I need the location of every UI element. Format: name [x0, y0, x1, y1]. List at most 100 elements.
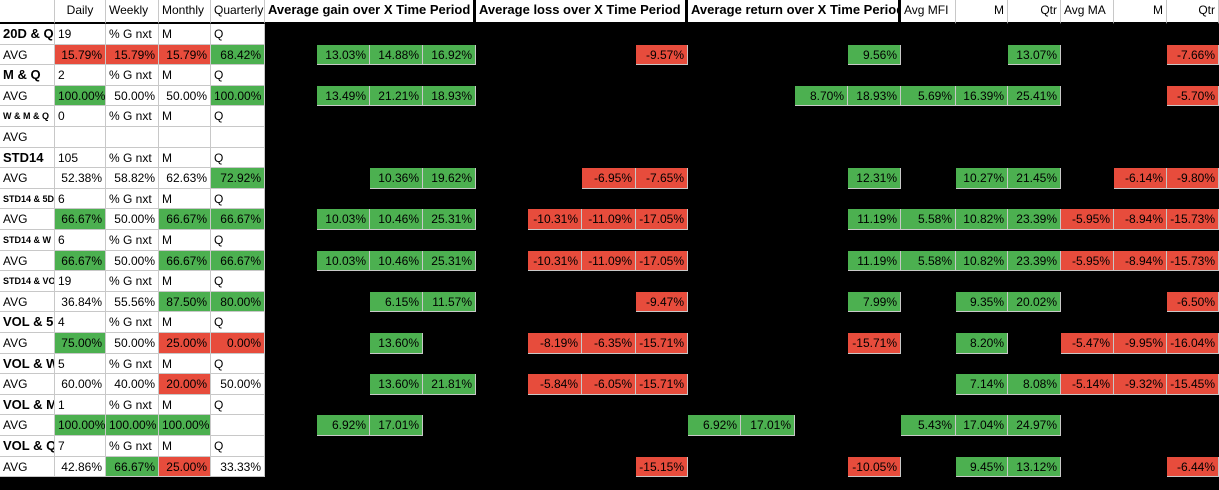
ret-cell[interactable]: 7.99% — [848, 291, 901, 313]
loss-cell[interactable]: -10.31% — [528, 250, 582, 272]
loss-cell[interactable]: -15.71% — [636, 374, 688, 395]
subheader-cell[interactable]: % G nxt — [106, 106, 159, 127]
avg-cell[interactable]: 100.00% — [55, 415, 106, 436]
mfi-cell[interactable]: 8.20% — [956, 333, 1008, 354]
column-header[interactable]: Qtr — [1167, 0, 1219, 24]
subheader-cell[interactable]: M — [159, 24, 211, 45]
avg-cell[interactable]: 36.84% — [55, 291, 106, 313]
subheader-cell[interactable]: % G nxt — [106, 271, 159, 292]
avg-cell[interactable] — [106, 127, 159, 148]
mfi-cell[interactable]: 13.12% — [1008, 456, 1061, 478]
column-header[interactable]: Daily — [55, 0, 106, 24]
column-header[interactable]: Avg MFI — [901, 0, 956, 24]
gain-cell[interactable]: 14.88% — [370, 44, 423, 66]
group-label[interactable]: W & M & Q — [0, 106, 55, 127]
avg-cell[interactable]: 15.79% — [55, 44, 106, 66]
subheader-cell[interactable]: Q — [211, 24, 265, 45]
ma-cell[interactable]: -8.94% — [1114, 209, 1167, 230]
column-header[interactable] — [0, 0, 55, 24]
group-label[interactable]: STD14 & W — [0, 230, 55, 251]
avg-cell[interactable]: 20.00% — [159, 374, 211, 395]
loss-cell[interactable]: -6.35% — [582, 333, 636, 354]
column-header[interactable]: Qtr — [1008, 0, 1061, 24]
count-cell[interactable]: 19 — [55, 271, 106, 292]
group-label[interactable]: 20D & Q — [0, 24, 55, 45]
subheader-cell[interactable]: Q — [211, 312, 265, 333]
avg-cell[interactable]: 66.67% — [106, 456, 159, 478]
avg-cell[interactable]: 0.00% — [211, 333, 265, 354]
avg-cell[interactable]: 87.50% — [159, 291, 211, 313]
mfi-cell[interactable]: 10.82% — [956, 209, 1008, 230]
gain-cell[interactable]: 13.03% — [317, 44, 370, 66]
avg-label[interactable]: AVG — [0, 250, 55, 272]
group-label[interactable]: VOL & W — [0, 353, 55, 375]
mfi-cell[interactable]: 5.58% — [901, 250, 956, 272]
ma-cell[interactable]: -6.50% — [1167, 291, 1219, 313]
ret-cell[interactable]: 17.01% — [741, 415, 795, 436]
avg-cell[interactable]: 58.82% — [106, 168, 159, 189]
mfi-cell[interactable]: 21.45% — [1008, 168, 1061, 189]
subheader-cell[interactable]: M — [159, 271, 211, 292]
column-header[interactable]: Average gain over X Time Period — [265, 0, 476, 24]
subheader-cell[interactable]: M — [159, 147, 211, 169]
count-cell[interactable]: 4 — [55, 312, 106, 333]
loss-cell[interactable]: -17.05% — [636, 209, 688, 230]
count-cell[interactable]: 1 — [55, 394, 106, 416]
subheader-cell[interactable]: % G nxt — [106, 312, 159, 333]
subheader-cell[interactable]: % G nxt — [106, 353, 159, 375]
subheader-cell[interactable]: % G nxt — [106, 24, 159, 45]
avg-cell[interactable]: 100.00% — [55, 85, 106, 107]
avg-cell[interactable]: 80.00% — [211, 291, 265, 313]
count-cell[interactable]: 7 — [55, 436, 106, 457]
subheader-cell[interactable]: M — [159, 65, 211, 86]
loss-cell[interactable]: -17.05% — [636, 250, 688, 272]
gain-cell[interactable]: 21.81% — [423, 374, 476, 395]
count-cell[interactable]: 19 — [55, 24, 106, 45]
subheader-cell[interactable]: % G nxt — [106, 394, 159, 416]
avg-cell[interactable] — [159, 127, 211, 148]
mfi-cell[interactable]: 9.45% — [956, 456, 1008, 478]
loss-cell[interactable]: -8.19% — [528, 333, 582, 354]
count-cell[interactable]: 6 — [55, 230, 106, 251]
count-cell[interactable]: 5 — [55, 353, 106, 375]
mfi-cell[interactable]: 16.39% — [956, 85, 1008, 107]
column-header[interactable]: M — [956, 0, 1008, 24]
avg-cell[interactable]: 42.86% — [55, 456, 106, 478]
ret-cell[interactable]: -15.71% — [848, 333, 901, 354]
count-cell[interactable]: 2 — [55, 65, 106, 86]
count-cell[interactable]: 105 — [55, 147, 106, 169]
gain-cell[interactable]: 10.03% — [317, 250, 370, 272]
gain-cell[interactable]: 10.36% — [370, 168, 423, 189]
avg-cell[interactable] — [211, 127, 265, 148]
avg-label[interactable]: AVG — [0, 333, 55, 354]
column-header[interactable]: Average loss over X Time Period — [476, 0, 688, 24]
avg-cell[interactable]: 25.00% — [159, 456, 211, 478]
avg-cell[interactable]: 66.67% — [211, 209, 265, 230]
gain-cell[interactable]: 17.01% — [370, 415, 423, 436]
ret-cell[interactable]: 11.19% — [848, 209, 901, 230]
gain-cell[interactable]: 25.31% — [423, 209, 476, 230]
ret-cell[interactable]: 9.56% — [848, 44, 901, 66]
avg-cell[interactable] — [55, 127, 106, 148]
avg-cell[interactable]: 50.00% — [106, 333, 159, 354]
subheader-cell[interactable]: Q — [211, 436, 265, 457]
avg-label[interactable]: AVG — [0, 456, 55, 478]
loss-cell[interactable]: -10.31% — [528, 209, 582, 230]
avg-cell[interactable]: 25.00% — [159, 333, 211, 354]
ma-cell[interactable]: -5.14% — [1061, 374, 1114, 395]
mfi-cell[interactable]: 25.41% — [1008, 85, 1061, 107]
avg-label[interactable]: AVG — [0, 44, 55, 66]
loss-cell[interactable]: -11.09% — [582, 250, 636, 272]
avg-cell[interactable]: 66.67% — [55, 250, 106, 272]
loss-cell[interactable]: -6.95% — [582, 168, 636, 189]
mfi-cell[interactable]: 24.97% — [1008, 415, 1061, 436]
avg-cell[interactable]: 15.79% — [159, 44, 211, 66]
ma-cell[interactable]: -7.66% — [1167, 44, 1219, 66]
gain-cell[interactable]: 18.93% — [423, 85, 476, 107]
ma-cell[interactable]: -9.95% — [1114, 333, 1167, 354]
avg-label[interactable]: AVG — [0, 291, 55, 313]
subheader-cell[interactable]: Q — [211, 230, 265, 251]
subheader-cell[interactable]: Q — [211, 147, 265, 169]
avg-cell[interactable]: 75.00% — [55, 333, 106, 354]
avg-cell[interactable]: 50.00% — [159, 85, 211, 107]
